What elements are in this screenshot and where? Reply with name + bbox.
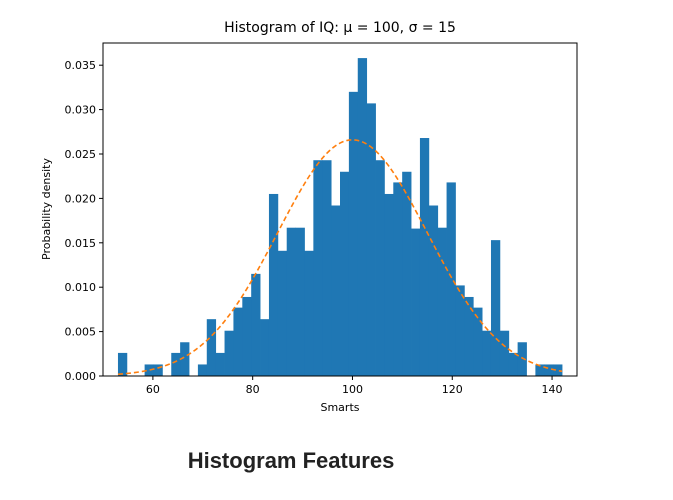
y-tick-label: 0.020 <box>65 192 97 205</box>
x-tick-label: 60 <box>146 383 160 396</box>
section-heading: Histogram Features <box>187 448 395 473</box>
histogram-bar <box>366 103 376 376</box>
histogram-bar <box>490 240 501 376</box>
histogram-bar <box>357 58 368 376</box>
histogram-bar <box>260 319 270 376</box>
x-tick-label: 140 <box>542 383 563 396</box>
histogram-bar <box>144 364 154 376</box>
histogram-bar <box>455 285 465 376</box>
y-tick-label: 0.010 <box>65 281 97 294</box>
y-tick-label: 0.025 <box>65 148 97 161</box>
histogram-bar <box>242 296 252 376</box>
histogram-bar <box>473 307 483 376</box>
histogram-bar <box>428 205 439 376</box>
histogram-bar <box>393 182 403 376</box>
y-tick-label: 0.015 <box>65 237 97 250</box>
histogram-bar <box>206 319 217 376</box>
histogram-bar <box>402 171 412 376</box>
histogram-bar <box>446 182 456 376</box>
bars-group <box>117 58 563 376</box>
histogram-bar <box>180 342 190 376</box>
x-axis-label: Smarts <box>320 401 359 414</box>
histogram-bar <box>215 352 225 376</box>
histogram-bar <box>268 193 279 376</box>
histogram-bar <box>322 160 332 376</box>
histogram-bar <box>482 330 492 376</box>
y-axis-label: Probability density <box>40 158 53 260</box>
histogram-bar <box>437 227 447 376</box>
y-tick-label: 0.000 <box>65 370 97 383</box>
histogram-bar <box>348 91 359 376</box>
histogram-bar <box>340 171 350 376</box>
histogram-bar <box>464 296 474 376</box>
x-tick-label: 120 <box>442 383 463 396</box>
x-tick-label: 80 <box>246 383 260 396</box>
histogram-bar <box>295 227 305 376</box>
histogram-bar <box>331 205 341 376</box>
histogram-bar <box>544 364 554 376</box>
histogram-bar <box>277 250 288 376</box>
histogram-bar <box>419 138 430 376</box>
histogram-bar <box>553 364 563 376</box>
histogram-bar <box>499 330 510 376</box>
histogram-bar <box>171 352 181 376</box>
x-tick-label: 100 <box>342 383 363 396</box>
histogram-bar <box>197 364 208 376</box>
histogram-bar <box>313 160 323 376</box>
y-tick-label: 0.035 <box>65 59 97 72</box>
histogram-bar <box>508 352 519 376</box>
histogram-bar <box>286 227 296 376</box>
plot-frame <box>102 42 578 377</box>
histogram-bar <box>535 364 545 376</box>
histogram-bar <box>251 273 261 376</box>
chart-title: Histogram of IQ: μ = 100, σ = 15 <box>224 20 456 36</box>
histogram-bar <box>304 250 314 376</box>
histogram-bar <box>384 193 394 376</box>
x-ticks: 60 80 100 120 140 <box>146 376 563 396</box>
normal-pdf-curve <box>117 139 563 376</box>
histogram-bar <box>517 342 527 376</box>
histogram-bar <box>224 330 234 376</box>
y-tick-label: 0.030 <box>65 104 97 117</box>
histogram-bar <box>117 352 128 376</box>
y-tick-label: 0.005 <box>65 326 97 339</box>
histogram-bar <box>153 364 163 376</box>
y-ticks: 0.000 0.005 0.010 0.015 0.020 0.025 0.030 0.035 <box>65 59 103 383</box>
histogram-bar <box>375 160 385 376</box>
histogram-bar <box>233 307 243 376</box>
histogram-bar <box>411 228 421 376</box>
